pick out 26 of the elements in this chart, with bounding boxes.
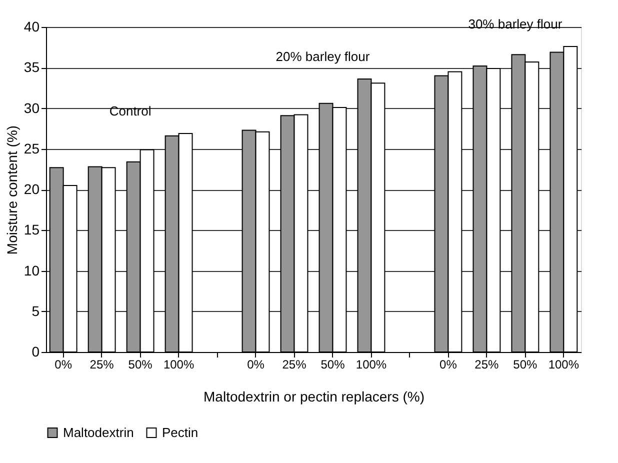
x-tick-label: 0% — [54, 358, 72, 372]
legend-label: Maltodextrin — [63, 424, 134, 440]
x-tick-label: 0% — [440, 358, 458, 372]
y-tick-label: 35 — [24, 59, 40, 76]
y-tick-label: 5 — [32, 302, 40, 319]
y-tick-label: 20 — [24, 181, 40, 197]
x-tick-label: 50% — [128, 358, 153, 372]
y-tick-label: 15 — [24, 222, 40, 238]
x-tick-label: 100% — [548, 358, 580, 372]
y-tick-label: 30 — [24, 100, 40, 116]
y-tick-label: 25 — [24, 140, 40, 156]
x-tick-label: 25% — [90, 358, 114, 372]
y-axis-title: Moisture content (%) — [4, 125, 20, 255]
x-tick-label: 50% — [513, 358, 538, 372]
x-tick-label: 25% — [474, 358, 500, 372]
y-tick-label: 0 — [32, 344, 40, 360]
x-tick-label: 25% — [282, 358, 307, 372]
x-tick-label: 100% — [163, 358, 194, 372]
y-tick-label: 40 — [24, 18, 40, 34]
x-tick-label: 50% — [320, 358, 346, 372]
y-tick-label: 10 — [24, 262, 40, 278]
x-tick-label: 100% — [356, 358, 387, 372]
x-tick-label: 0% — [247, 358, 265, 372]
annotation: 20% barley flour — [276, 49, 370, 64]
x-axis-title: Maltodextrin or pectin replacers (%) — [204, 388, 424, 404]
legend-label: Pectin — [162, 424, 198, 440]
